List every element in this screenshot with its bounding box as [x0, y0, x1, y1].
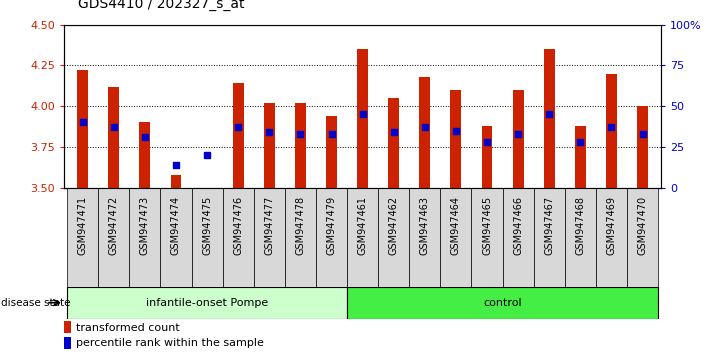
Bar	[596, 188, 627, 287]
Bar	[67, 188, 98, 287]
Bar	[347, 287, 658, 319]
Bar	[295, 103, 306, 188]
Point	[108, 125, 119, 130]
Bar	[471, 188, 503, 287]
Bar	[627, 188, 658, 287]
Point	[264, 130, 275, 135]
Text: GSM947477: GSM947477	[264, 195, 274, 255]
Bar	[254, 188, 285, 287]
Point	[543, 112, 555, 117]
Bar	[544, 49, 555, 188]
Text: disease state: disease state	[1, 298, 70, 308]
Bar	[98, 188, 129, 287]
Text: GSM947476: GSM947476	[233, 195, 243, 255]
Bar	[534, 188, 565, 287]
Point	[513, 131, 524, 137]
Text: GSM947461: GSM947461	[358, 195, 368, 255]
Bar	[575, 126, 586, 188]
Bar	[347, 188, 378, 287]
Bar	[171, 175, 181, 188]
Bar	[64, 321, 71, 333]
Bar	[357, 49, 368, 188]
Bar	[67, 287, 347, 319]
Bar	[77, 70, 88, 188]
Text: GSM947465: GSM947465	[482, 195, 492, 255]
Point	[606, 125, 617, 130]
Text: GSM947471: GSM947471	[77, 195, 87, 255]
Bar	[191, 188, 223, 287]
Text: GSM947470: GSM947470	[638, 195, 648, 255]
Bar	[129, 188, 161, 287]
Text: GSM947464: GSM947464	[451, 195, 461, 255]
Text: GSM947466: GSM947466	[513, 195, 523, 255]
Point	[201, 152, 213, 158]
Point	[388, 130, 400, 135]
Bar	[285, 188, 316, 287]
Point	[139, 134, 151, 140]
Text: GSM947475: GSM947475	[202, 195, 212, 255]
Text: transformed count: transformed count	[76, 322, 180, 332]
Bar	[326, 116, 337, 188]
Bar	[419, 77, 430, 188]
Bar	[503, 188, 534, 287]
Bar	[637, 106, 648, 188]
Text: GSM947468: GSM947468	[575, 195, 585, 255]
Bar	[410, 188, 440, 287]
Text: infantile-onset Pompe: infantile-onset Pompe	[146, 298, 268, 308]
Bar	[316, 188, 347, 287]
Text: percentile rank within the sample: percentile rank within the sample	[76, 338, 264, 348]
Text: control: control	[483, 298, 522, 308]
Text: GSM947463: GSM947463	[419, 195, 430, 255]
Bar	[513, 90, 523, 188]
Text: GDS4410 / 202327_s_at: GDS4410 / 202327_s_at	[78, 0, 245, 11]
Text: GSM947469: GSM947469	[606, 195, 616, 255]
Bar	[481, 126, 493, 188]
Text: GSM947478: GSM947478	[295, 195, 306, 255]
Point	[77, 120, 88, 125]
Point	[419, 125, 431, 130]
Text: GSM947474: GSM947474	[171, 195, 181, 255]
Bar	[451, 90, 461, 188]
Point	[357, 112, 368, 117]
Bar	[565, 188, 596, 287]
Text: GSM947472: GSM947472	[109, 195, 119, 255]
Point	[481, 139, 493, 145]
Text: GSM947473: GSM947473	[140, 195, 150, 255]
Bar	[440, 188, 471, 287]
Bar	[161, 188, 191, 287]
Point	[232, 125, 244, 130]
Bar	[264, 103, 274, 188]
Text: GSM947462: GSM947462	[389, 195, 399, 255]
Bar	[139, 122, 150, 188]
Point	[637, 131, 648, 137]
Point	[450, 128, 461, 133]
Point	[170, 162, 181, 168]
Bar	[232, 84, 244, 188]
Bar	[378, 188, 410, 287]
Bar	[388, 98, 399, 188]
Point	[326, 131, 337, 137]
Bar	[64, 337, 71, 349]
Point	[574, 139, 586, 145]
Point	[294, 131, 306, 137]
Bar	[606, 74, 617, 188]
Bar	[108, 87, 119, 188]
Bar	[223, 188, 254, 287]
Text: GSM947479: GSM947479	[326, 195, 336, 255]
Text: GSM947467: GSM947467	[544, 195, 555, 255]
